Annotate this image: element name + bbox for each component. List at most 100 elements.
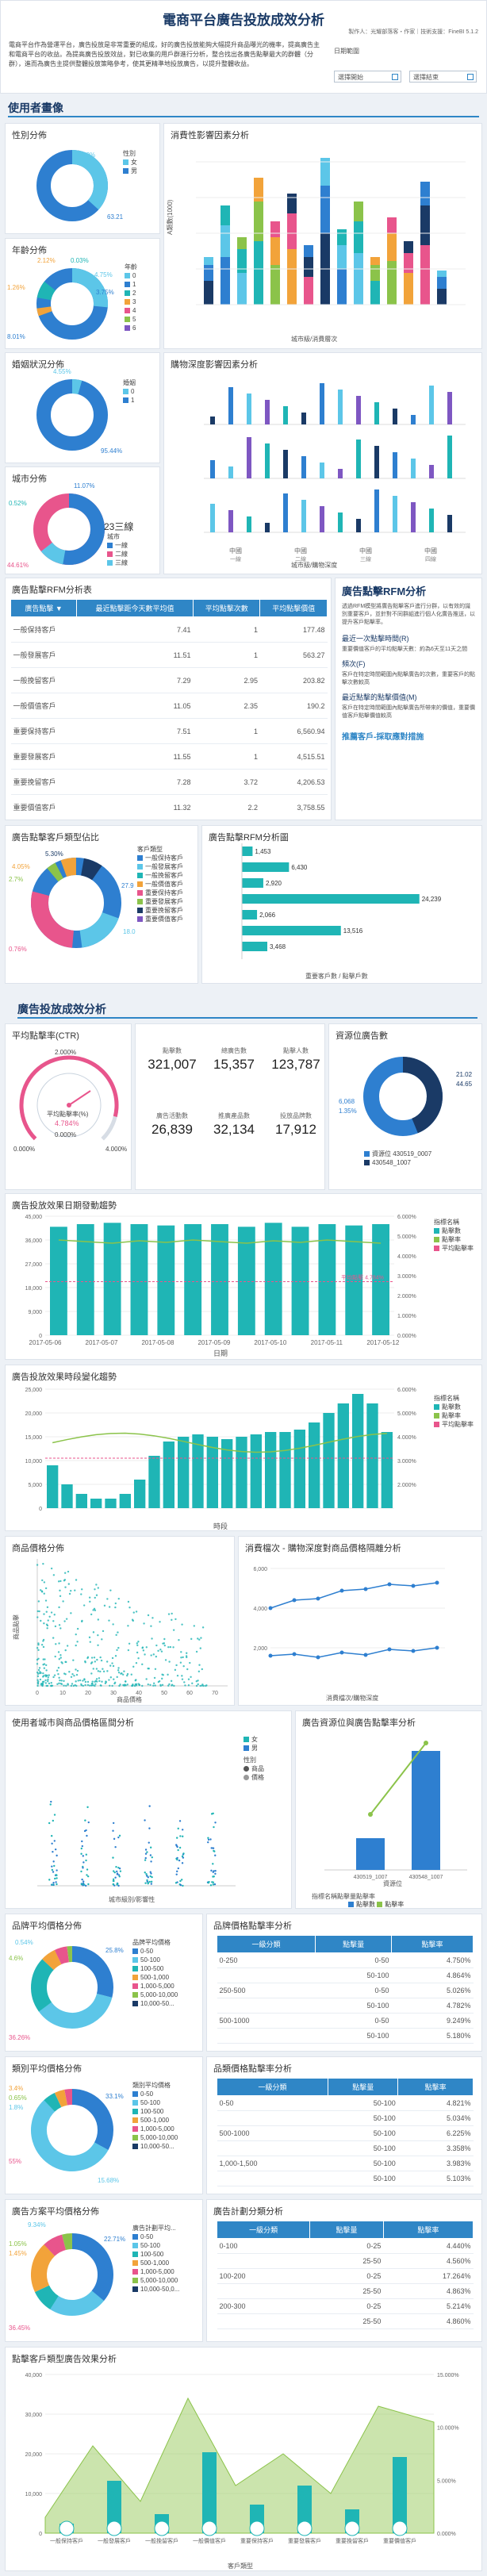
tick-label: 36,000: [25, 1238, 43, 1244]
rfm-pie-label: 4.05%: [12, 863, 30, 870]
start-date-filter[interactable]: 選擇開始: [334, 71, 401, 83]
col-header[interactable]: 一級分類: [216, 1935, 316, 1953]
scatter-point: [124, 1683, 126, 1686]
col-header[interactable]: 點擊率: [391, 1935, 474, 1953]
ctr-title: 平均點擊率(CTR): [12, 1031, 79, 1041]
table-row[interactable]: 50-100 5.180%: [217, 2028, 474, 2044]
rfm-table-title: 廣告點擊RFM分析表: [12, 585, 92, 595]
scatter-point: [57, 1667, 60, 1669]
scatter-point: [51, 1865, 53, 1868]
scatter-point: [117, 1836, 120, 1839]
table-row[interactable]: 500-1000 0-50 9.249%: [217, 2013, 474, 2029]
table-row[interactable]: 一般保持客戶 7.41 1 177.48: [10, 616, 328, 643]
legend-label: 男: [251, 1745, 258, 1752]
tick-label: 2017-05-12: [366, 1339, 399, 1346]
legend-label: 5,000-10,000: [140, 2134, 178, 2141]
col-header[interactable]: 廣告點擊 ▼: [10, 599, 78, 617]
bar: [318, 1224, 336, 1335]
table-row[interactable]: 50-100 4.864%: [217, 1968, 474, 1983]
scatter-point: [174, 1882, 178, 1884]
col-header[interactable]: 平均點擊次數: [192, 599, 261, 617]
table-row[interactable]: 重要價值客戶 11.32 2.2 3,758.55: [10, 794, 328, 820]
col-header[interactable]: 點擊率: [382, 2221, 474, 2239]
table-row[interactable]: 25-50 4.560%: [217, 2253, 474, 2269]
byline: 製作人：光耀部落客・作家｜技術支援：FineBI 5.1.2: [348, 29, 478, 35]
end-date-filter[interactable]: 選擇結束: [409, 71, 477, 83]
table-row[interactable]: 一般挽留客戶 7.29 2.95 203.82: [10, 667, 328, 693]
table-row[interactable]: 25-50 4.863%: [217, 2283, 474, 2299]
bar: [393, 496, 397, 532]
city-center-label: 23三線: [104, 521, 134, 532]
table-row[interactable]: 25-50 4.860%: [217, 2313, 474, 2329]
scatter-point: [52, 1637, 55, 1639]
table-row[interactable]: 250-500 0-50 5.026%: [217, 1983, 474, 1998]
scatter-point: [48, 1674, 50, 1676]
scatter-point: [176, 1856, 178, 1860]
col-header[interactable]: 點擊量: [328, 2078, 399, 2096]
scatter-point: [214, 1869, 217, 1872]
table-row[interactable]: 重要保持客戶 7.51 1 6,560.94: [10, 718, 328, 744]
scatter-point: [182, 1835, 184, 1837]
rfm-text-p5: 客戶在特定時間範圍內點擊廣告的次數，重要客戶的點擊次數較高: [342, 672, 475, 685]
legend-item: 一線: [107, 541, 128, 550]
bar: [338, 513, 343, 532]
scatter-point: [93, 1657, 96, 1659]
scatter-point: [80, 1870, 82, 1873]
col-header[interactable]: 一級分類: [216, 2221, 311, 2239]
kpi-label: 投放品牌數: [280, 1112, 312, 1119]
table-row[interactable]: 重要挽留客戶 7.28 3.72 4,206.53: [10, 769, 328, 795]
bar: [320, 383, 324, 424]
scatter-point: [81, 1878, 83, 1881]
table-row[interactable]: 50-100 3.358%: [217, 2140, 474, 2156]
table-cell: 7.28: [76, 769, 194, 795]
table-row[interactable]: 500-1000 50-100 6.225%: [217, 2125, 474, 2141]
scatter-point: [54, 1848, 57, 1851]
table-cell: 50-100: [315, 1968, 392, 1983]
table-row[interactable]: 重要發展客戶 11.55 1 4,515.51: [10, 743, 328, 770]
rfm-action-link[interactable]: 推薦客戶-採取應對措施: [342, 733, 424, 742]
scatter-point: [151, 1875, 153, 1879]
table-row[interactable]: 50-100 4.782%: [217, 1998, 474, 2014]
table-row[interactable]: 0-100 0-25 4.440%: [217, 2238, 474, 2254]
scatter-point: [97, 1634, 99, 1637]
legend-label: 5,000-10,000: [140, 2277, 178, 2284]
age-legend: 年齡 0 1 2 3 4 5 6: [125, 263, 137, 332]
col-header[interactable]: 點擊率: [397, 2078, 474, 2096]
scatter-point: [62, 1600, 64, 1603]
legend-label: 50-100: [140, 2099, 160, 2106]
scatter-point: [149, 1871, 151, 1873]
scatter-point: [148, 1841, 150, 1844]
col-header[interactable]: 最近點擊距今天數平均值: [76, 599, 194, 617]
table-row[interactable]: 0-50 50-100 4.821%: [217, 2095, 474, 2111]
table-row[interactable]: 一般價值客戶 11.05 2.35 190.2: [10, 693, 328, 719]
table-row[interactable]: 50-100 5.034%: [217, 2110, 474, 2126]
scatter-point: [99, 1656, 102, 1659]
end-date-value: 選擇結束: [413, 74, 439, 81]
bar: [107, 2481, 121, 2533]
col-header[interactable]: 點擊量: [315, 1935, 393, 1953]
data-point: [424, 1741, 428, 1745]
table-cell: [217, 2253, 310, 2269]
table-row[interactable]: 0-250 0-50 4.750%: [217, 1952, 474, 1968]
table-row[interactable]: 1,000-1,500 50-100 3.983%: [217, 2156, 474, 2171]
table-row[interactable]: 200-300 0-25 5.214%: [217, 2298, 474, 2314]
scatter-point: [181, 1862, 184, 1864]
table-cell: 11.05: [76, 693, 194, 719]
table-row[interactable]: 100-200 0-25 17.264%: [217, 2268, 474, 2284]
scatter-point: [52, 1574, 56, 1576]
col-header[interactable]: 一級分類: [216, 2078, 329, 2096]
bar: [221, 1439, 233, 1508]
kpi-tile: 點擊數 321,007: [144, 1046, 201, 1073]
table-row[interactable]: 50-100 5.103%: [217, 2171, 474, 2186]
brand-table-wrapper: 一級分類 點擊量 點擊率 0-250 0-50 4.750% 50-100 4.864% 250…: [216, 1935, 474, 2044]
table-row[interactable]: 一般發展客戶 11.51 1 563.27: [10, 642, 328, 668]
tick-label: 5,000: [28, 1483, 42, 1488]
data-point: [363, 1587, 368, 1591]
bar: [387, 261, 397, 305]
legend-title: 廣告計劃平均...: [132, 2225, 176, 2232]
scatter-point: [144, 1859, 147, 1861]
tick-label: 2017-05-09: [197, 1339, 230, 1346]
scatter-point: [187, 1684, 190, 1687]
col-header[interactable]: 點擊量: [309, 2221, 384, 2239]
col-header[interactable]: 平均點擊價值: [259, 599, 328, 617]
